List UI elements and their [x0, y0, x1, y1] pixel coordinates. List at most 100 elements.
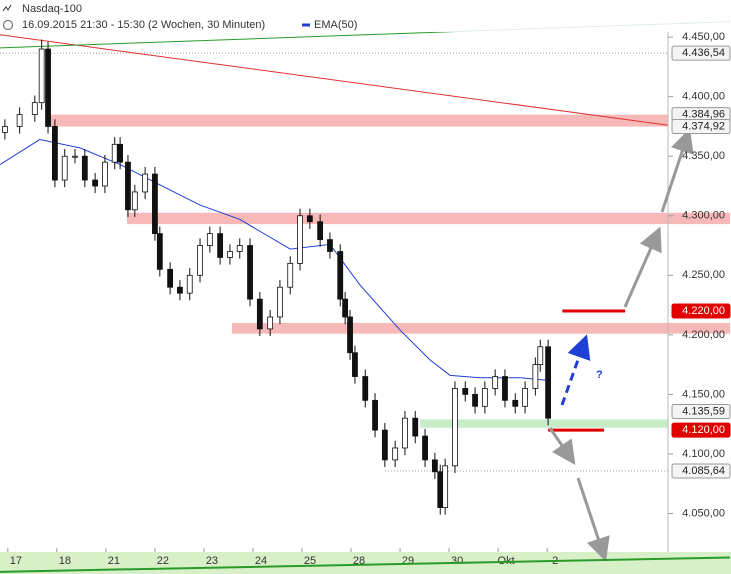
price-marker-label: 4.135,59: [682, 405, 725, 417]
zone: [48, 114, 669, 127]
candle-body: [342, 298, 349, 318]
price-marker-label: 4.384,96: [682, 109, 725, 121]
candle-body: [125, 161, 131, 211]
price-marker-label: 4.120,00: [682, 424, 725, 436]
ema-line: [0, 139, 546, 381]
candle-body: [306, 215, 313, 223]
candle-body: [217, 233, 224, 258]
x-tick-label: 22: [157, 555, 169, 567]
candle-body: [186, 274, 193, 294]
candle-body: [31, 102, 38, 115]
legend-label: EMA(50): [314, 19, 357, 31]
candle-body: [277, 286, 283, 318]
arrow: [560, 334, 591, 406]
price-marker: [671, 404, 731, 420]
candle-body: [472, 393, 478, 407]
candle-body: [131, 191, 138, 211]
subtitle: 16.09.2015 21:30 - 15:30 (2 Wochen, 30 M…: [22, 19, 265, 31]
candle-body: [247, 245, 253, 300]
zone: [126, 212, 730, 225]
x-tick-label: Okt: [498, 555, 515, 567]
x-tick-label: 17: [10, 555, 22, 567]
arrow: [660, 128, 694, 213]
zone: [420, 419, 669, 428]
x-tick-label: 23: [206, 555, 218, 567]
candle-body: [532, 364, 539, 389]
y-tick-label: 4.150,00: [682, 388, 725, 400]
candle-body: [45, 48, 51, 127]
x-tick-label: 30: [451, 555, 463, 567]
candle-body: [2, 126, 8, 133]
candle-body: [442, 465, 449, 508]
candle-body: [256, 298, 263, 330]
candle-body: [38, 48, 45, 104]
candle-body: [156, 233, 163, 270]
price-marker-label: 4.436,54: [682, 47, 725, 59]
arrow: [576, 477, 610, 562]
candle-body: [297, 215, 303, 264]
candle-body: [72, 155, 78, 158]
y-tick-label: 4.200,00: [682, 329, 725, 341]
price-marker: [671, 463, 731, 479]
candle-body: [462, 388, 469, 395]
arrow: [623, 226, 662, 308]
candle-body: [167, 268, 174, 288]
x-tick-label: 24: [255, 555, 267, 567]
candle-body: [492, 376, 499, 389]
candle-body: [372, 399, 378, 431]
candle-body: [502, 376, 508, 401]
candle-body: [152, 173, 158, 235]
x-tick-label: 18: [59, 555, 71, 567]
candle-body: [111, 143, 118, 163]
candle-body: [177, 286, 183, 294]
candle-body: [61, 155, 68, 181]
candle-body: [392, 447, 399, 461]
candle-body: [16, 114, 23, 127]
price-marker: [671, 45, 731, 61]
zone: [231, 322, 730, 334]
x-tick-label: 25: [304, 555, 316, 567]
price-marker-label: 4.220,00: [682, 305, 725, 317]
candle-body: [452, 388, 458, 467]
candle-body: [317, 221, 324, 240]
candle-body: [142, 173, 149, 193]
price-marker: [671, 303, 731, 319]
candle-body: [227, 251, 233, 258]
arrow: [548, 427, 576, 465]
annotation: ?: [596, 369, 603, 381]
candle-body: [197, 245, 203, 276]
chart-title: Nasdaq-100: [22, 3, 82, 15]
candle-body: [422, 435, 428, 461]
candle-body: [402, 417, 408, 449]
candle-body: [81, 155, 88, 181]
trendline: [0, 34, 669, 126]
candle-body: [117, 143, 124, 163]
y-tick-label: 4.350,00: [682, 150, 725, 162]
candle-body: [362, 376, 369, 401]
candle-body: [102, 161, 108, 187]
y-tick-label: 4.100,00: [682, 448, 725, 460]
candle-body: [327, 239, 333, 252]
candle-body: [236, 245, 243, 252]
candle-body: [267, 316, 274, 330]
y-tick-label: 4.050,00: [682, 507, 725, 519]
y-tick-label: 4.300,00: [682, 210, 725, 222]
candle-body: [381, 429, 388, 461]
candle-body: [431, 459, 438, 473]
candle-body: [92, 179, 99, 187]
y-tick-label: 4.450,00: [682, 31, 725, 43]
header-bg: [0, 0, 731, 32]
y-tick-label: 4.400,00: [682, 91, 725, 103]
clock-icon: [3, 20, 13, 30]
candle-body: [522, 388, 528, 407]
candle-body: [545, 346, 552, 419]
price-marker: [671, 422, 731, 438]
candle-body: [206, 233, 213, 246]
x-tick-label: 29: [402, 555, 414, 567]
candle-body: [412, 417, 419, 437]
candle-body: [481, 388, 488, 407]
price-marker: [671, 119, 731, 135]
candle-body: [287, 262, 294, 288]
price-marker-label: 4.374,92: [682, 120, 725, 132]
candle-body: [537, 346, 544, 366]
